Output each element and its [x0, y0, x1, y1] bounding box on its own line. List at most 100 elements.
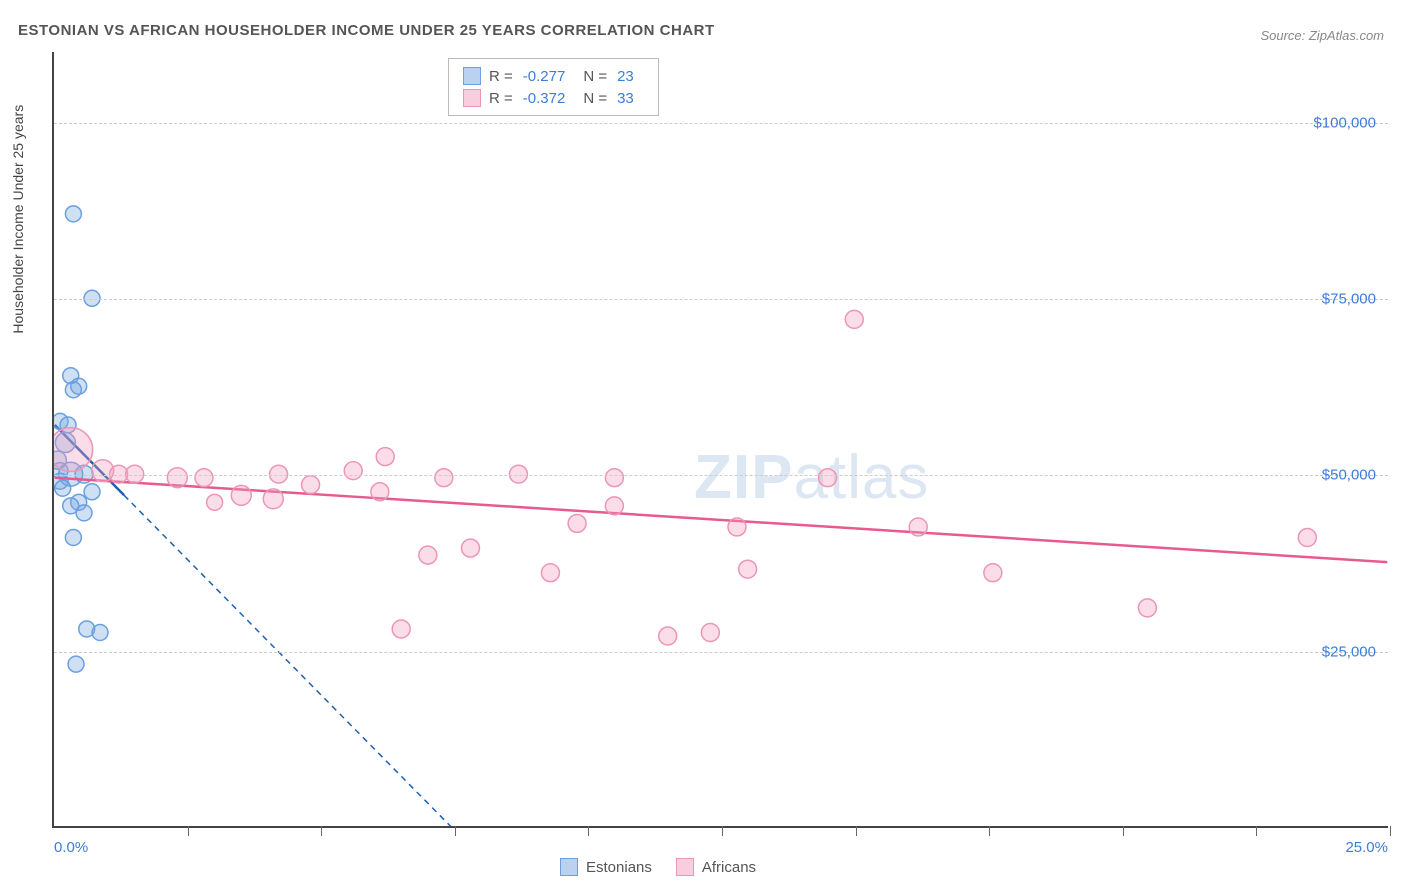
series-legend-item: Africans [676, 858, 756, 876]
x-min-label: 0.0% [54, 839, 88, 856]
data-point [509, 465, 527, 483]
r-value: -0.277 [523, 68, 566, 85]
r-label: R = [489, 68, 513, 85]
watermark: ZIPatlas [694, 442, 929, 513]
n-value: 23 [617, 68, 634, 85]
data-point [462, 539, 480, 557]
data-point [605, 469, 623, 487]
data-point [54, 428, 93, 472]
data-point [63, 368, 79, 384]
gridline [54, 475, 1388, 476]
data-point [65, 530, 81, 546]
data-point [701, 624, 719, 642]
data-point [55, 480, 71, 496]
gridline [54, 652, 1388, 653]
data-point [263, 489, 283, 509]
data-point [845, 310, 863, 328]
series-legend: Estonians Africans [560, 858, 756, 876]
data-point [75, 465, 93, 483]
data-point [344, 462, 362, 480]
data-point [541, 564, 559, 582]
legend-swatch [463, 67, 481, 85]
data-point [55, 433, 75, 453]
data-point [728, 518, 746, 536]
chart-title: ESTONIAN VS AFRICAN HOUSEHOLDER INCOME U… [18, 22, 715, 39]
data-point [110, 465, 128, 483]
data-point [167, 468, 187, 488]
correlation-legend-row: R = -0.372 N = 33 [463, 87, 644, 109]
data-point [59, 462, 83, 486]
data-point [659, 627, 677, 645]
data-point [984, 564, 1002, 582]
chart-svg [54, 52, 1388, 826]
plot-area: ZIPatlas 0.0% 25.0% $25,000$50,000$75,00… [52, 52, 1388, 828]
source-label: Source: ZipAtlas.com [1260, 28, 1384, 43]
data-point [60, 417, 76, 433]
r-label: R = [489, 90, 513, 107]
gridline [54, 123, 1388, 124]
data-point [68, 656, 84, 672]
series-legend-item: Estonians [560, 858, 652, 876]
data-point [71, 378, 87, 394]
data-point [435, 469, 453, 487]
x-tick [588, 826, 589, 836]
series-legend-label: Estonians [586, 859, 652, 876]
data-point [371, 483, 389, 501]
legend-swatch [463, 89, 481, 107]
data-point [92, 625, 108, 641]
data-point [84, 484, 100, 500]
data-point [419, 546, 437, 564]
n-label: N = [583, 68, 607, 85]
n-value: 33 [617, 90, 634, 107]
data-point [739, 560, 757, 578]
x-tick [188, 826, 189, 836]
correlation-legend: R = -0.277 N = 23 R = -0.372 N = 33 [448, 58, 659, 116]
y-tick-label: $100,000 [1313, 114, 1376, 131]
x-tick [1256, 826, 1257, 836]
data-point [54, 451, 66, 469]
n-label: N = [583, 90, 607, 107]
data-point [76, 505, 92, 521]
y-tick-label: $25,000 [1322, 643, 1376, 660]
x-tick [1390, 826, 1391, 836]
x-tick [856, 826, 857, 836]
x-tick [455, 826, 456, 836]
data-point [54, 413, 68, 429]
data-point [1138, 599, 1156, 617]
data-point [63, 498, 79, 514]
data-point [195, 469, 213, 487]
y-tick-label: $50,000 [1322, 467, 1376, 484]
data-point [231, 485, 251, 505]
watermark-atlas: atlas [793, 443, 929, 512]
x-tick [1123, 826, 1124, 836]
correlation-legend-row: R = -0.277 N = 23 [463, 65, 644, 87]
y-tick-label: $75,000 [1322, 290, 1376, 307]
data-point [270, 465, 288, 483]
trend-line-dashed [124, 495, 1387, 826]
data-point [568, 514, 586, 532]
legend-swatch [676, 858, 694, 876]
x-max-label: 25.0% [1345, 839, 1388, 856]
data-point [65, 382, 81, 398]
x-tick [722, 826, 723, 836]
data-point [909, 518, 927, 536]
data-point [79, 621, 95, 637]
data-point [392, 620, 410, 638]
r-value: -0.372 [523, 90, 566, 107]
x-tick [989, 826, 990, 836]
data-point [71, 494, 87, 510]
legend-swatch [560, 858, 578, 876]
y-axis-label: Householder Income Under 25 years [10, 105, 26, 334]
data-point [207, 494, 223, 510]
trend-line [55, 478, 1388, 562]
data-point [376, 448, 394, 466]
data-point [92, 460, 114, 482]
gridline [54, 299, 1388, 300]
data-point [126, 465, 144, 483]
chart-container: ESTONIAN VS AFRICAN HOUSEHOLDER INCOME U… [0, 0, 1406, 892]
data-point [1298, 529, 1316, 547]
trend-line [55, 425, 124, 495]
series-legend-label: Africans [702, 859, 756, 876]
data-point [819, 469, 837, 487]
watermark-zip: ZIP [694, 443, 793, 512]
